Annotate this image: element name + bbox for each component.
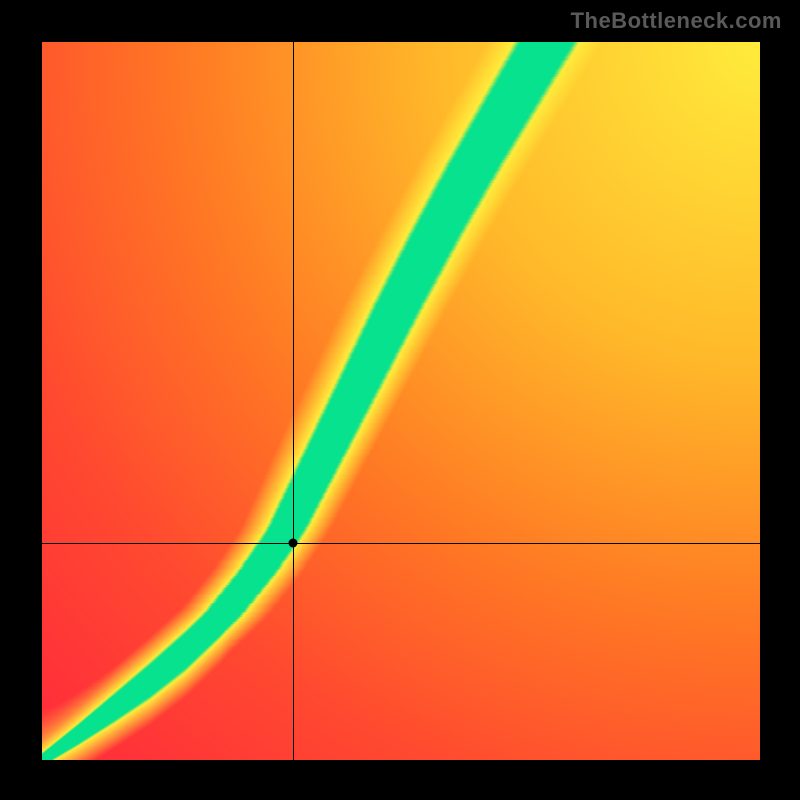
heatmap-plot — [42, 42, 760, 760]
watermark-text: TheBottleneck.com — [571, 8, 782, 34]
marker-dot — [289, 539, 298, 548]
heatmap-canvas — [42, 42, 760, 760]
crosshair-vertical — [293, 42, 294, 760]
crosshair-horizontal — [42, 543, 760, 544]
